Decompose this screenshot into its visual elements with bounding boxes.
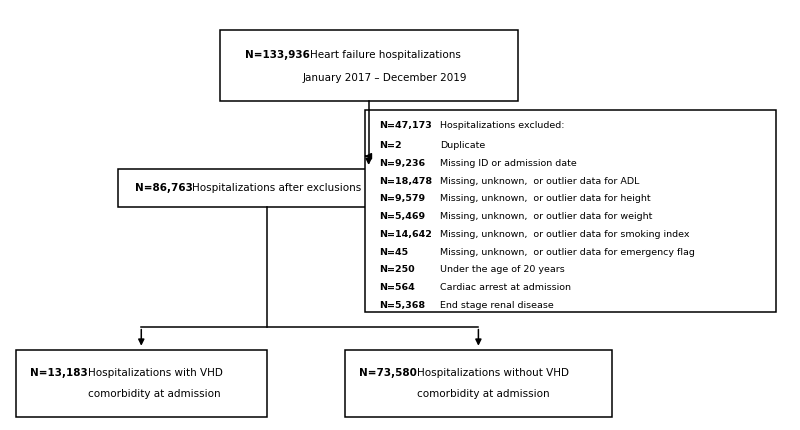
Text: N=5,469: N=5,469 xyxy=(379,212,425,221)
Text: N=47,173: N=47,173 xyxy=(379,121,431,130)
Text: Heart failure hospitalizations: Heart failure hospitalizations xyxy=(310,50,461,60)
Text: Missing, unknown,  or outlier data for emergency flag: Missing, unknown, or outlier data for em… xyxy=(440,248,695,257)
Text: N=133,936: N=133,936 xyxy=(245,50,310,60)
Text: Duplicate: Duplicate xyxy=(440,141,486,150)
Text: N=2: N=2 xyxy=(379,141,402,150)
Text: Hospitalizations with VHD: Hospitalizations with VHD xyxy=(88,368,223,378)
Text: N=73,580: N=73,580 xyxy=(359,368,417,378)
Text: N=9,236: N=9,236 xyxy=(379,159,425,168)
Text: Missing, unknown,  or outlier data for smoking index: Missing, unknown, or outlier data for sm… xyxy=(440,230,690,239)
Text: N=9,579: N=9,579 xyxy=(379,194,425,203)
Text: Missing, unknown,  or outlier data for weight: Missing, unknown, or outlier data for we… xyxy=(440,212,652,221)
Text: End stage renal disease: End stage renal disease xyxy=(440,301,554,310)
Text: N=86,763: N=86,763 xyxy=(135,183,193,193)
Text: Cardiac arrest at admission: Cardiac arrest at admission xyxy=(440,283,571,292)
FancyBboxPatch shape xyxy=(118,169,416,206)
Text: Missing, unknown,  or outlier data for ADL: Missing, unknown, or outlier data for AD… xyxy=(440,177,639,186)
Text: Hospitalizations after exclusions: Hospitalizations after exclusions xyxy=(192,183,362,193)
Text: N=5,368: N=5,368 xyxy=(379,301,425,310)
Text: N=14,642: N=14,642 xyxy=(379,230,432,239)
Text: Missing, unknown,  or outlier data for height: Missing, unknown, or outlier data for he… xyxy=(440,194,650,203)
FancyBboxPatch shape xyxy=(345,350,612,417)
Text: comorbidity at admission: comorbidity at admission xyxy=(88,389,221,399)
Text: N=18,478: N=18,478 xyxy=(379,177,432,186)
Text: January 2017 – December 2019: January 2017 – December 2019 xyxy=(302,73,466,83)
Text: N=250: N=250 xyxy=(379,265,414,274)
Text: Missing ID or admission date: Missing ID or admission date xyxy=(440,159,577,168)
Text: comorbidity at admission: comorbidity at admission xyxy=(418,389,550,399)
Text: Hospitalizations without VHD: Hospitalizations without VHD xyxy=(418,368,570,378)
Text: N=564: N=564 xyxy=(379,283,414,292)
Text: N=45: N=45 xyxy=(379,248,408,257)
Text: N=13,183: N=13,183 xyxy=(30,368,88,378)
FancyBboxPatch shape xyxy=(16,350,266,417)
Text: Under the age of 20 years: Under the age of 20 years xyxy=(440,265,565,274)
FancyBboxPatch shape xyxy=(365,110,776,312)
FancyBboxPatch shape xyxy=(220,30,518,101)
Text: Hospitalizations excluded:: Hospitalizations excluded: xyxy=(440,121,565,130)
